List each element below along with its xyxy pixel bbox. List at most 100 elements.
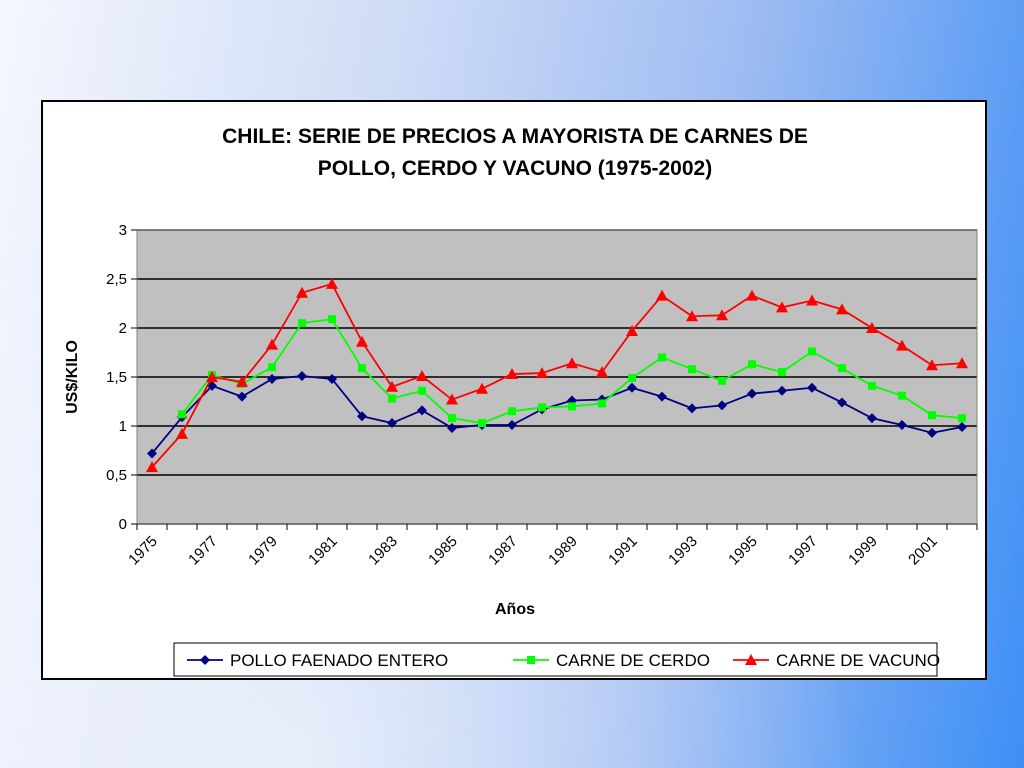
data-point-marker (717, 400, 727, 411)
legend-marker (745, 654, 757, 665)
y-tick-label: 2 (119, 320, 127, 337)
data-point-marker (506, 368, 518, 380)
data-point-marker (507, 420, 517, 431)
series-1 (147, 371, 967, 459)
series-line (151, 375, 963, 455)
data-point-marker (716, 309, 728, 321)
x-tick-label: 1987 (485, 533, 521, 569)
y-axis-title: US$/KILO (64, 340, 81, 414)
data-point-marker (176, 427, 188, 439)
legend-item: CARNE DE VACUNO (733, 651, 940, 670)
x-tick-label: 1985 (425, 533, 461, 569)
series-layer (146, 277, 968, 473)
data-point-marker (867, 413, 877, 424)
data-point-marker (147, 448, 157, 459)
data-point-marker (958, 414, 966, 423)
x-tick-label: 1991 (605, 533, 641, 569)
legend-box (173, 642, 938, 677)
legend-marker (527, 656, 535, 664)
data-point-marker (687, 403, 697, 414)
data-point-marker (388, 394, 396, 403)
y-axis-ticks: 0 0,5 1 1,5 2 2,5 3 (106, 222, 137, 533)
x-tick-label: 1981 (305, 533, 341, 569)
data-point-marker (836, 303, 848, 315)
data-point-marker (298, 319, 306, 328)
data-point-marker (748, 360, 756, 369)
data-point-marker (926, 359, 938, 371)
x-axis-title: Años (495, 601, 535, 618)
data-point-marker (838, 364, 846, 373)
data-point-marker (806, 294, 818, 306)
x-tick-label: 1979 (245, 533, 281, 569)
data-point-marker (658, 353, 666, 362)
data-point-marker (956, 357, 968, 369)
data-point-marker (686, 310, 698, 322)
data-point-marker (718, 376, 726, 385)
data-point-marker (777, 385, 787, 396)
data-point-marker (178, 410, 186, 419)
y-tick-label: 1 (119, 418, 127, 435)
data-point-marker (897, 420, 907, 431)
data-point-marker (808, 347, 816, 356)
data-point-marker (866, 322, 878, 333)
data-point-marker (296, 286, 308, 298)
data-point-marker (448, 414, 456, 423)
data-point-marker (657, 391, 667, 402)
series-2 (178, 315, 966, 428)
data-point-marker (386, 380, 398, 392)
x-tick-label: 1999 (845, 533, 881, 569)
data-point-marker (508, 407, 516, 416)
x-tick-label: 1993 (665, 533, 701, 569)
legend-label: CARNE DE VACUNO (776, 651, 940, 670)
x-tick-label: 2001 (905, 533, 941, 569)
data-point-marker (868, 381, 876, 390)
data-point-marker (746, 289, 758, 301)
x-tick-label: 1995 (725, 533, 761, 569)
y-tick-label: 3 (119, 222, 127, 239)
y-tick-label: 0 (119, 516, 127, 533)
data-point-marker (478, 419, 486, 428)
y-tick-label: 1,5 (106, 369, 127, 386)
data-point-marker (626, 324, 638, 336)
data-point-marker (596, 366, 608, 378)
data-point-marker (778, 368, 786, 377)
y-tick-label: 2,5 (106, 271, 127, 288)
legend-item: CARNE DE CERDO (513, 651, 710, 670)
data-point-marker (446, 393, 458, 405)
data-point-marker (358, 364, 366, 373)
chart-title-line-1: CHILE: SERIE DE PRECIOS A MAYORISTA DE C… (222, 125, 808, 148)
data-point-marker (896, 339, 908, 351)
x-tick-label: 1983 (365, 533, 401, 569)
x-tick-label: 1989 (545, 533, 581, 569)
legend-marker (200, 655, 210, 665)
data-point-marker (236, 375, 248, 387)
legend: POLLO FAENADO ENTERO CARNE DE CERDO CARNE … (173, 642, 940, 677)
x-tick-label: 1997 (785, 533, 821, 569)
legend-label: CARNE DE CERDO (556, 651, 710, 670)
data-point-marker (656, 289, 668, 301)
data-point-marker (566, 357, 578, 369)
data-point-marker (327, 373, 337, 384)
data-point-marker (387, 418, 397, 429)
data-point-marker (417, 405, 427, 416)
data-point-marker (268, 363, 276, 372)
data-point-marker (837, 397, 847, 408)
data-point-marker (357, 411, 367, 422)
chart-frame: CHILE: SERIE DE PRECIOS A MAYORISTA DE C… (41, 100, 987, 680)
x-axis-ticks: 1975 1977 1979 1981 1983 1985 1987 1989 1991 1993… (125, 524, 978, 569)
data-point-marker (538, 403, 546, 412)
data-point-marker (356, 335, 368, 347)
chart-title-line-2: POLLO, CERDO Y VACUNO (1975-2002) (318, 157, 712, 180)
data-point-marker (416, 370, 428, 382)
data-point-marker (447, 422, 457, 433)
x-tick-label: 1977 (185, 533, 221, 569)
data-point-marker (237, 391, 247, 402)
data-point-marker (328, 315, 336, 324)
data-point-marker (326, 277, 338, 289)
data-point-marker (628, 373, 636, 382)
data-point-marker (898, 391, 906, 400)
x-tick-label: 1975 (125, 533, 161, 569)
data-point-marker (807, 382, 817, 393)
line-chart: CHILE: SERIE DE PRECIOS A MAYORISTA DE C… (64, 125, 978, 677)
data-point-marker (297, 371, 307, 382)
